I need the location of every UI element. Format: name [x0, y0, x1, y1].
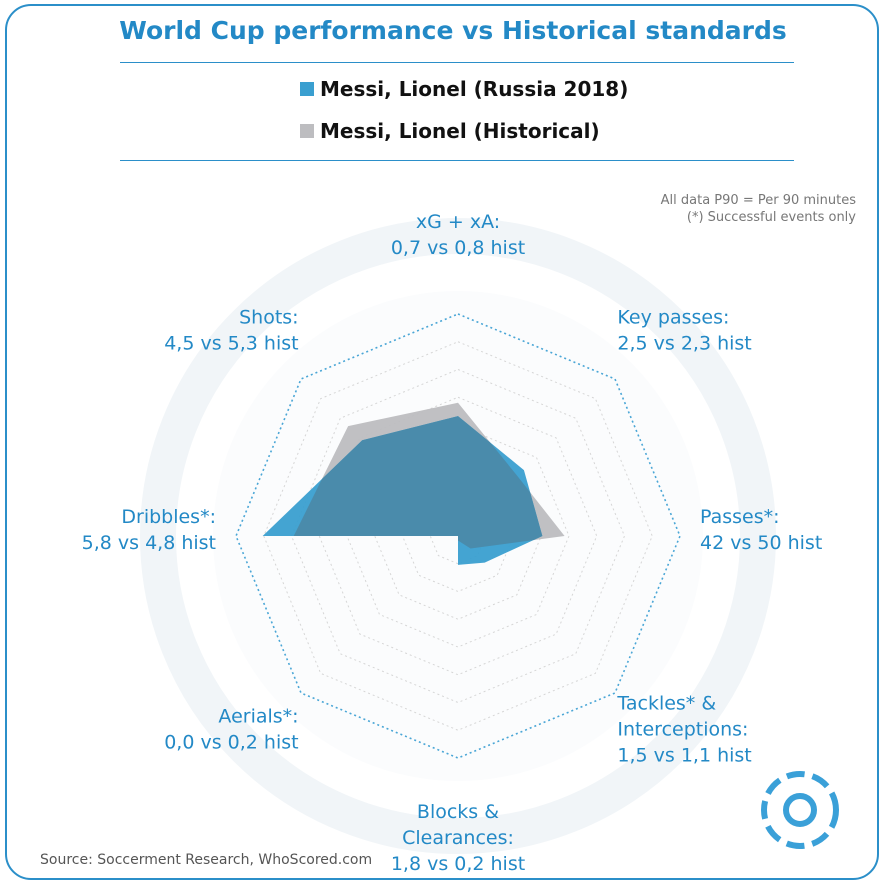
axis-label: 4,5 vs 5,3 hist — [164, 333, 298, 355]
axis-label: Shots: — [239, 307, 298, 329]
axis-label: Clearances: — [402, 827, 514, 849]
axis-label: Aerials*: — [218, 705, 298, 727]
grid-ring — [318, 396, 598, 676]
axis-label: xG + xA: — [416, 211, 500, 233]
logo-outer-ring — [761, 771, 839, 849]
grid-ring — [263, 341, 653, 731]
title-divider — [120, 62, 794, 63]
legend-item-historical: Messi, Lionel (Historical) — [300, 118, 600, 144]
series-overlap — [293, 416, 543, 549]
axis-label: 0,7 vs 0,8 hist — [391, 237, 525, 259]
axis-label: Tackles* & — [616, 692, 716, 714]
axis-label: 0,0 vs 0,2 hist — [164, 731, 298, 753]
note-p90: All data P90 = Per 90 minutes — [660, 193, 856, 208]
axis-label-group: Passes*: 42 vs 50 hist — [700, 506, 822, 554]
radar-series — [262, 402, 565, 565]
bg-ring — [140, 218, 776, 854]
legend-item-current: Messi, Lionel (Russia 2018) — [300, 76, 628, 102]
axis-label: Passes*: — [700, 506, 780, 528]
axis-label-group: Key passes: 2,5 vs 2,3 hist — [617, 307, 751, 355]
axis-label-group: Tackles* & Interceptions: 1,5 vs 1,1 hist — [616, 692, 751, 766]
legend-label-current: Messi, Lionel (Russia 2018) — [320, 77, 629, 101]
axis-label-group: Blocks & Clearances: 1,8 vs 0,2 hist — [391, 801, 525, 875]
grid-outer-ring — [235, 313, 681, 759]
axis-label-group: Dribbles*: 5,8 vs 4,8 hist — [82, 506, 216, 554]
soccerment-logo — [761, 771, 839, 849]
axis-label-group: Shots: 4,5 vs 5,3 hist — [164, 307, 298, 355]
axis-label: 1,5 vs 1,1 hist — [617, 744, 751, 766]
axis-label: 5,8 vs 4,8 hist — [82, 532, 216, 554]
axis-label: 42 vs 50 hist — [700, 532, 822, 554]
note-successful: (*) Successful events only — [686, 210, 856, 225]
axis-label-group: Aerials*: 0,0 vs 0,2 hist — [164, 705, 298, 753]
axis-label: 2,5 vs 2,3 hist — [617, 333, 751, 355]
axis-label: Interceptions: — [617, 718, 748, 740]
logo-inner-ring — [783, 793, 817, 827]
axis-label: Dribbles*: — [121, 506, 216, 528]
legend-divider — [120, 160, 794, 161]
axis-label-group: xG + xA: 0,7 vs 0,8 hist — [391, 211, 525, 259]
legend-swatch-historical — [300, 124, 314, 138]
axis-label: Key passes: — [617, 307, 729, 329]
chart-title: World Cup performance vs Historical stan… — [119, 16, 787, 45]
axis-label: Blocks & — [417, 801, 499, 823]
radar-axis-labels: xG + xA: 0,7 vs 0,8 hist Key passes: 2,5 vs… — [82, 211, 823, 875]
legend-label-historical: Messi, Lionel (Historical) — [320, 119, 600, 143]
axis-label: 1,8 vs 0,2 hist — [391, 853, 525, 875]
source-credit: Source: Soccerment Research, WhoScored.c… — [40, 852, 373, 868]
legend-swatch-current — [300, 82, 314, 96]
